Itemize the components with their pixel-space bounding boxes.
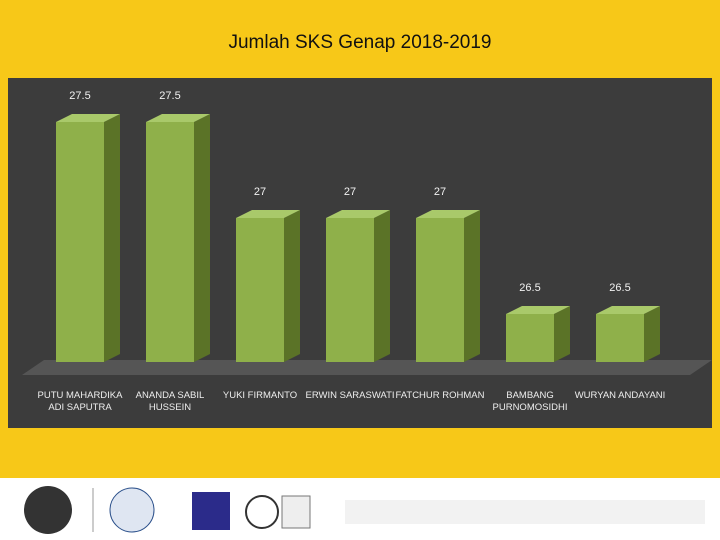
- bar-face: [236, 210, 300, 218]
- bar-face: [236, 218, 284, 362]
- bar-face: [56, 114, 120, 122]
- bar: [506, 306, 570, 362]
- partner-logos: [345, 500, 705, 524]
- x-tick-label: PUTU MAHARDIKA ADI SAPUTRA: [37, 390, 123, 413]
- chart-title: Jumlah SKS Genap 2018-2019: [228, 32, 491, 53]
- bar-face: [56, 122, 104, 362]
- bar-face: [104, 114, 120, 362]
- bar: [326, 210, 390, 362]
- x-tick-label: WURYAN ANDAYANI: [574, 390, 666, 401]
- data-label: 27: [344, 186, 356, 198]
- bar-face: [506, 314, 554, 362]
- bar-face: [596, 306, 660, 314]
- bar-face: [416, 218, 464, 362]
- x-tick-label: ANANDA SABIL HUSSEIN: [135, 390, 205, 413]
- bar-face: [416, 210, 480, 218]
- x-tick-label: ERWIN SARASWATI: [305, 390, 395, 401]
- x-tick-label: FATCHUR ROHMAN: [395, 390, 485, 401]
- bar-face: [554, 306, 570, 362]
- bar-face: [644, 306, 660, 362]
- logo: [281, 495, 311, 529]
- data-label: 27: [434, 186, 446, 198]
- logo: [245, 495, 279, 529]
- data-label: 26.5: [609, 282, 630, 294]
- bar-face: [374, 210, 390, 362]
- bar-face: [326, 218, 374, 362]
- floor: [22, 360, 712, 375]
- bar: [596, 306, 660, 362]
- bar: [56, 114, 120, 362]
- data-label: 26.5: [519, 282, 540, 294]
- bar-face: [326, 210, 390, 218]
- x-tick-label: YUKI FIRMANTO: [222, 390, 298, 401]
- logo: [109, 487, 155, 533]
- bar-face: [146, 114, 210, 122]
- data-label: 27: [254, 186, 266, 198]
- bar: [146, 114, 210, 362]
- bar-face: [506, 306, 570, 314]
- logo: [192, 492, 230, 530]
- x-tick-label: BAMBANG PURNOMOSIDHI: [492, 390, 568, 413]
- bar-face: [464, 210, 480, 362]
- bar: [236, 210, 300, 362]
- bar-face: [146, 122, 194, 362]
- data-label: 27.5: [69, 90, 90, 102]
- bar: [416, 210, 480, 362]
- bar-face: [596, 314, 644, 362]
- bar-face: [284, 210, 300, 362]
- bar-face: [194, 114, 210, 362]
- logo: [24, 486, 72, 534]
- data-label: 27.5: [159, 90, 180, 102]
